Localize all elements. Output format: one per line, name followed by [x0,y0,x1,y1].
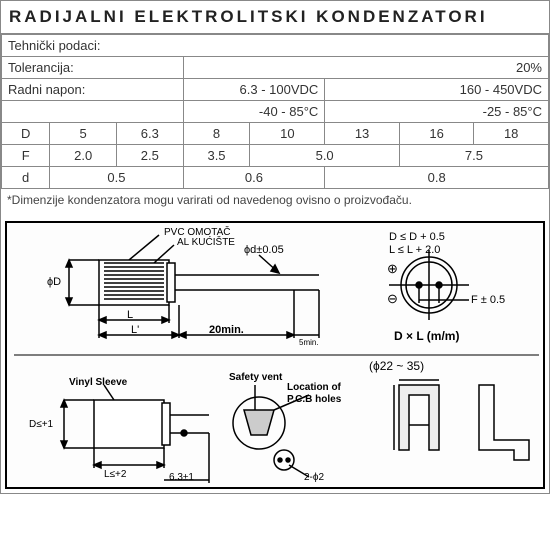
page-title: RADIJALNI ELEKTROLITSKI KONDENZATORI [1,1,549,34]
F-2: 3.5 [183,145,250,167]
d-label: d [2,167,50,189]
Lle: L≤+2 [104,469,127,480]
d-2: 0.8 [325,167,549,189]
temp-range2: -25 - 85°C [325,101,549,123]
F-label: F [2,145,50,167]
vinyl: Vinyl Sleeve [69,377,128,388]
tolerance-value: 20% [183,57,548,79]
d-1: 0.6 [183,167,325,189]
phi-D: ϕD [47,276,61,288]
row-F: F 2.0 2.5 3.5 5.0 7.5 [2,145,549,167]
Dle: D≤+1 [29,419,54,430]
L-label: L [127,309,133,321]
temp-range1: -40 - 85°C [183,101,325,123]
six3: 6.3±1 [169,472,194,483]
D-5: 16 [399,123,474,145]
D-label: D [2,123,50,145]
d-0: 0.5 [50,167,183,189]
D-1: 6.3 [116,123,183,145]
F-0: 2.0 [50,145,117,167]
al-label: AL KUĆIŠTE [177,235,235,248]
plus-icon: ⊕ [387,261,398,276]
D-3: 10 [250,123,325,145]
F-3: 5.0 [250,145,399,167]
tolerance-label: Tolerancija: [2,57,184,79]
D-4: 13 [325,123,400,145]
Lcond: L ≤ L + 2.0 [389,244,440,256]
footnote: *Dimenzije kondenzatora mogu varirati od… [1,189,549,217]
DxL: D × L (m/m) [394,329,459,343]
F-1: 2.5 [116,145,183,167]
safety: Safety vent [229,372,283,383]
five-label: 5min. [299,338,319,347]
phi-d: ϕd±0.05 [244,244,284,256]
Lp-label: L' [131,324,139,336]
voltage-label: Radni napon: [2,79,184,101]
D-0: 5 [50,123,117,145]
D-6: 18 [474,123,549,145]
minus-icon: ⊖ [387,291,398,306]
pcb-2: P.C.B holes [287,394,342,405]
F-4: 7.5 [399,145,548,167]
twenty-label: 20min. [209,324,244,336]
two-phi2: 2-ϕ2 [304,472,324,483]
phi22: (ϕ22 ~ 35) [369,359,424,373]
pcb-1: Location of [287,382,342,393]
diagram-container: PVC OMOTAČ AL KUĆIŠTE ϕd±0.05 ϕD L L' 20… [5,221,545,489]
diagram-svg: PVC OMOTAČ AL KUĆIŠTE ϕd±0.05 ϕD L L' 20… [9,225,545,485]
tech-label: Tehnički podaci: [2,35,549,57]
blank-cell [2,101,184,123]
D-2: 8 [183,123,250,145]
voltage-range2: 160 - 450VDC [325,79,549,101]
Dcond: D ≤ D + 0.5 [389,231,445,243]
voltage-range1: 6.3 - 100VDC [183,79,325,101]
row-d: d 0.5 0.6 0.8 [2,167,549,189]
F-label-d: F ± 0.5 [471,294,505,306]
row-D: D 5 6.3 8 10 13 16 18 [2,123,549,145]
spec-table: Tehnički podaci: Tolerancija: 20% Radni … [1,34,549,189]
